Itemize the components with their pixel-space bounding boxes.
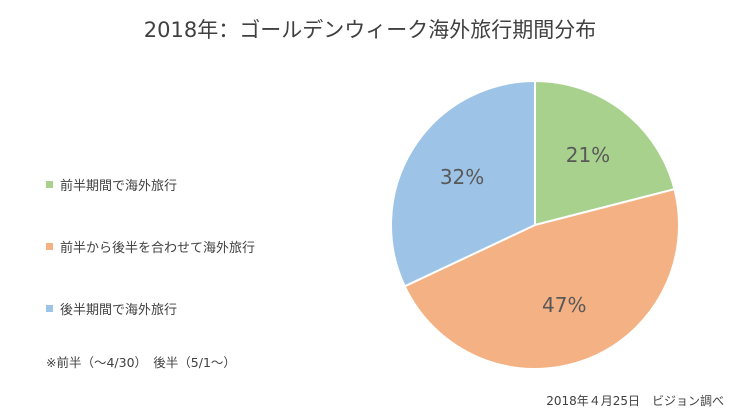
pie-slice-second-half [390, 79, 536, 288]
legend: 前半期間で海外旅行 前半から後半を合わせて海外旅行 後半期間で海外旅行 [46, 174, 255, 360]
period-note: ※前半（～4/30） 後半（5/1～） [46, 355, 236, 370]
pie-chart: 21% 47% 32% [390, 79, 680, 370]
legend-swatch-second-half [46, 304, 53, 312]
pie-slice-first-half [534, 79, 676, 227]
legend-label-first-half: 前半期間で海外旅行 [60, 178, 178, 194]
chart-title: 2018年：ゴールデンウィーク海外旅行期間分布 [143, 18, 597, 42]
legend-label-both-halves: 前半から後半を合わせて海外旅行 [60, 240, 256, 256]
legend-swatch-first-half [46, 180, 53, 188]
legend-label-second-half: 後半期間で海外旅行 [60, 302, 178, 318]
legend-item-first-half: 前半期間で海外旅行 [46, 174, 255, 194]
legend-item-second-half: 後半期間で海外旅行 [46, 298, 255, 318]
legend-item-both-halves: 前半から後半を合わせて海外旅行 [46, 236, 255, 256]
pie-label-second-half: 32% [440, 165, 484, 189]
source-footer: 2018年４月25日 ビジョン調べ [546, 394, 724, 408]
pie-label-first-half: 21% [566, 143, 610, 167]
legend-swatch-both-halves [46, 242, 53, 250]
pie-slice-both-halves [403, 187, 680, 370]
pie-label-both-halves: 47% [542, 293, 586, 317]
